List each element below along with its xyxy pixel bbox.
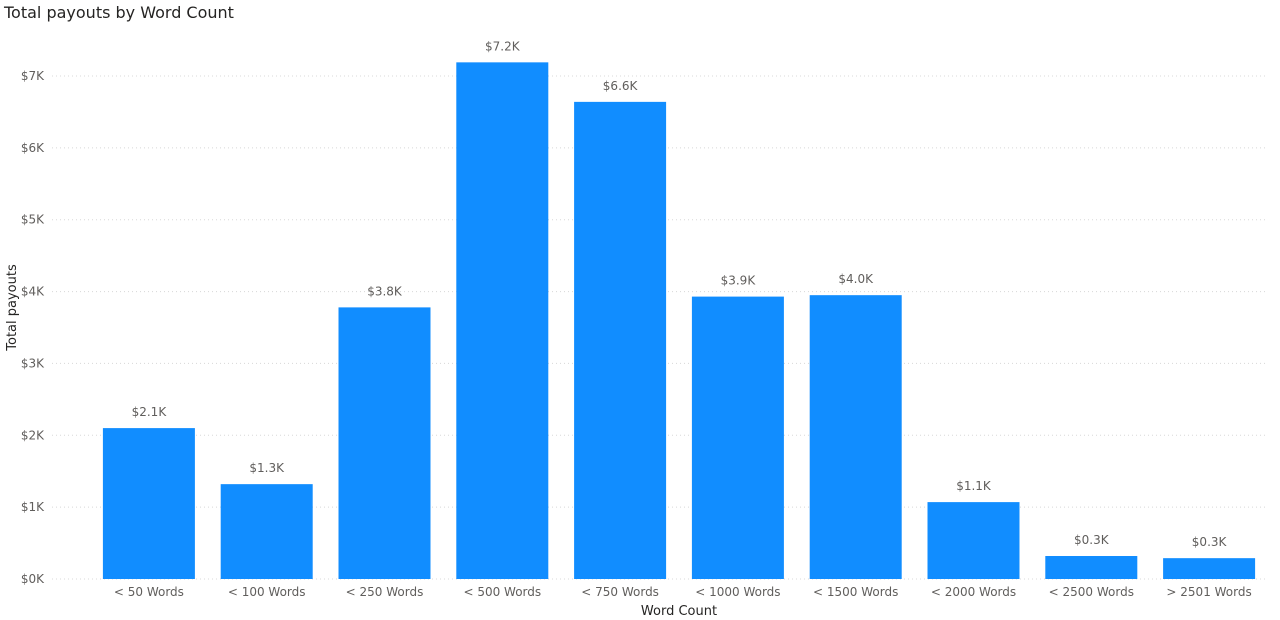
bars	[102, 62, 1256, 580]
x-tick-label: > 2501 Words	[1166, 585, 1251, 599]
data-label: $0.3K	[1074, 533, 1110, 547]
x-tick-label: < 2500 Words	[1049, 585, 1134, 599]
bar[interactable]	[574, 101, 667, 580]
x-tick-label: < 1000 Words	[695, 585, 780, 599]
x-tick-label: < 1500 Words	[813, 585, 898, 599]
data-label: $6.6K	[603, 79, 639, 93]
y-tick-label: $4K	[21, 285, 45, 299]
y-tick-label: $1K	[21, 500, 45, 514]
data-labels: $2.1K $1.3K $3.8K $7.2K $6.6K $3.9K $4.0K $1.1K…	[132, 39, 1228, 549]
x-tick-label: < 750 Words	[581, 585, 659, 599]
data-label: $7.2K	[485, 39, 521, 53]
data-label: $3.9K	[721, 274, 757, 288]
data-label: $0.3K	[1192, 535, 1228, 549]
bar[interactable]	[456, 62, 549, 579]
y-tick-label: $6K	[21, 141, 45, 155]
y-tick-label: $3K	[21, 356, 45, 370]
x-axis-categories: < 50 Words < 100 Words < 250 Words < 500 Wo…	[114, 585, 1252, 599]
data-label: $2.1K	[132, 405, 168, 419]
x-tick-label: < 250 Words	[346, 585, 424, 599]
data-label: $3.8K	[367, 284, 403, 298]
bar[interactable]	[927, 502, 1020, 579]
bar[interactable]	[102, 428, 195, 579]
y-tick-label: $5K	[21, 213, 45, 227]
bar[interactable]	[1163, 558, 1256, 579]
y-axis-ticks: $0K $1K $2K $3K $4K $5K $6K $7K	[21, 69, 45, 586]
x-tick-label: < 50 Words	[114, 585, 184, 599]
y-tick-label: $7K	[21, 69, 45, 83]
bar[interactable]	[809, 295, 902, 579]
y-tick-label: $0K	[21, 572, 45, 586]
data-label: $1.3K	[249, 461, 285, 475]
bar[interactable]	[338, 307, 431, 579]
y-axis-title: Total payouts	[5, 264, 20, 352]
data-label: $4.0K	[838, 272, 874, 286]
x-tick-label: < 500 Words	[463, 585, 541, 599]
x-axis-title: Word Count	[641, 604, 717, 619]
bar[interactable]	[220, 484, 313, 579]
bar[interactable]	[1045, 556, 1138, 579]
chart-title: Total payouts by Word Count	[4, 3, 234, 22]
x-tick-label: < 2000 Words	[931, 585, 1016, 599]
y-tick-label: $2K	[21, 428, 45, 442]
bar[interactable]	[691, 296, 784, 579]
data-label: $1.1K	[956, 479, 992, 493]
x-tick-label: < 100 Words	[228, 585, 306, 599]
